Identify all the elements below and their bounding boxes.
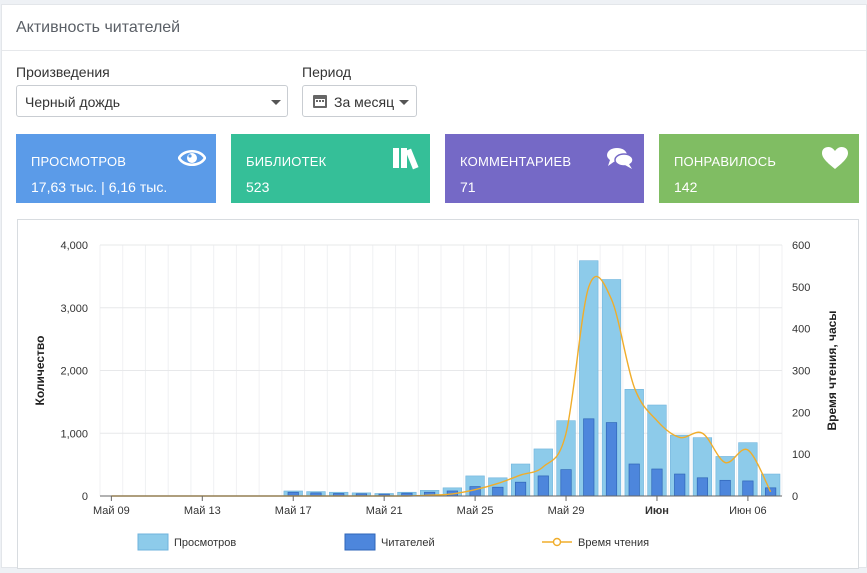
legend-label-readers: Читателей (381, 537, 435, 549)
views-card[interactable]: Просмотров 17,63 тыс. | 6,16 тыс. (16, 134, 216, 203)
card-title: Просмотров (31, 154, 127, 169)
bar-readers (560, 469, 572, 497)
legend-marker-reading-time (552, 537, 562, 547)
bar-readers (537, 475, 549, 497)
x-tick-label: Май 17 (275, 505, 312, 517)
card-value: 523 (246, 179, 270, 195)
y-right-tick-label: 300 (792, 366, 810, 378)
books-icon (393, 148, 419, 170)
y-right-tick-label: 600 (792, 240, 810, 252)
card-value: 71 (460, 179, 476, 195)
activity-chart: 0 1,000 2,000 3,000 4,000 0 100 200 300 400 500 600… (17, 219, 859, 569)
x-tick-label: Май 21 (366, 505, 403, 517)
chevron-down-icon (271, 100, 281, 105)
eye-icon (178, 149, 206, 167)
x-tick-label: Май 29 (548, 505, 585, 517)
card-value: 142 (674, 179, 698, 195)
work-label: Произведения (16, 64, 110, 80)
legend-label-views: Просмотров (174, 537, 236, 549)
bar-readers (514, 481, 527, 497)
x-tick-label: Июн (645, 505, 669, 517)
bar-readers (651, 468, 663, 497)
comments-icon (607, 148, 634, 169)
bar-readers (696, 477, 709, 497)
card-title: Библиотек (246, 154, 327, 169)
x-tick-label: Май 25 (457, 505, 494, 517)
legend-swatch-readers (344, 533, 376, 551)
bar-readers (742, 480, 754, 497)
legend-swatch-views (137, 533, 169, 551)
bar-readers (583, 418, 595, 497)
y-left-tick-label: 1,000 (60, 428, 88, 440)
work-select-value: Черный дождь (25, 94, 121, 110)
y-right-tick-label: 400 (792, 324, 810, 336)
y-right-tick-label: 0 (792, 491, 798, 503)
x-tick-label: Май 09 (93, 505, 130, 517)
bar-readers (628, 463, 640, 497)
period-select-value: За месяц (334, 94, 395, 110)
bar-readers (674, 473, 686, 497)
work-select[interactable]: Черный дождь (16, 85, 288, 117)
x-tick-label: Май 13 (184, 505, 221, 517)
y-right-axis-title: Время чтения, часы (825, 310, 839, 430)
period-select[interactable]: За месяц (302, 85, 417, 117)
bar-readers (469, 486, 481, 497)
reader-activity-panel: Активность читателей Произведения Черный… (1, 4, 867, 569)
panel-divider (2, 50, 866, 51)
y-left-tick-label: 2,000 (60, 366, 88, 378)
bar-readers (605, 422, 618, 497)
card-title: Понравилось (674, 154, 777, 169)
bar-readers (492, 486, 504, 497)
heart-icon (822, 147, 848, 169)
chevron-down-icon (399, 100, 409, 105)
panel-title: Активность читателей (16, 19, 181, 36)
likes-card[interactable]: Понравилось 142 (659, 134, 859, 203)
bar-readers (719, 479, 731, 497)
activity-chart-svg: 0 1,000 2,000 3,000 4,000 0 100 200 300 400 500 600… (33, 240, 839, 551)
card-value: 17,63 тыс. | 6,16 тыс. (31, 179, 168, 195)
legend-label-reading-time: Время чтения (578, 537, 649, 549)
y-right-tick-label: 500 (792, 282, 810, 294)
calendar-icon (313, 95, 327, 108)
comments-card[interactable]: Комментариев 71 (445, 134, 644, 203)
bar-readers (765, 487, 777, 497)
x-tick-label: Июн 06 (729, 505, 767, 517)
card-title: Комментариев (460, 154, 572, 169)
y-left-axis-title: Количество (33, 336, 47, 406)
libraries-card[interactable]: Библиотек 523 (231, 134, 430, 203)
y-right-tick-label: 100 (792, 449, 810, 461)
y-left-tick-label: 4,000 (60, 240, 88, 252)
y-left-tick-label: 0 (82, 491, 88, 503)
period-label: Период (302, 64, 352, 80)
y-right-tick-label: 200 (792, 407, 810, 419)
y-left-tick-label: 3,000 (60, 303, 88, 315)
